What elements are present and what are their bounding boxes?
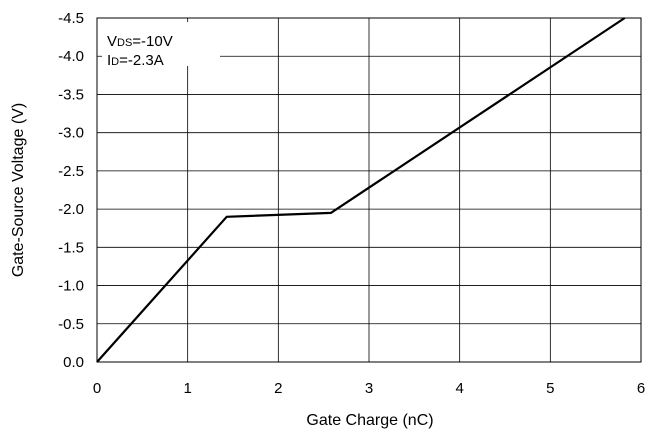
annotation-box: [102, 22, 220, 66]
x-tick-label: 3: [365, 380, 373, 397]
y-tick-label: -3.0: [58, 125, 84, 142]
y-tick-labels: 0.0 -0.5 -1.0 -1.5 -2.0 -2.5 -3.0 -3.5 -4.0 -4.5: [58, 10, 84, 371]
x-tick-label: 5: [546, 380, 554, 397]
y-tick-label: -1.0: [58, 278, 84, 295]
y-tick-label: 0.0: [63, 354, 84, 371]
series-line: [96, 17, 626, 363]
y-tick-label: -2.0: [58, 201, 84, 218]
x-tick-label: 1: [183, 380, 191, 397]
y-tick-label: -1.5: [58, 239, 84, 256]
x-tick-label: 2: [274, 380, 282, 397]
annotation-vds-sub: DS: [117, 37, 132, 49]
y-tick-label: -3.5: [58, 86, 84, 103]
annotation-id-value: =-2.3A: [119, 52, 164, 69]
x-tick-label: 6: [637, 380, 645, 397]
y-tick-label: -4.0: [58, 48, 84, 65]
grid: [97, 18, 641, 362]
x-tick-label: 0: [93, 380, 101, 397]
x-axis-label: Gate Charge (nC): [306, 412, 433, 429]
y-tick-label: -4.5: [58, 10, 84, 27]
x-tick-label: 4: [455, 380, 463, 397]
x-tick-labels: 0 1 2 3 4 5 6: [93, 380, 645, 397]
y-axis-label: Gate-Source Voltage (V): [10, 103, 27, 277]
y-tick-label: -2.5: [58, 163, 84, 180]
annotation-id-main: I: [107, 52, 111, 69]
annotation-vds-main: V: [107, 33, 117, 50]
annotation-vds-value: =-10V: [132, 33, 172, 50]
annotation-id: ID=-2.3A: [107, 52, 164, 69]
plot-frame: [96, 17, 642, 363]
y-tick-label: -0.5: [58, 316, 84, 333]
annotation-vds: VDS=-10V: [107, 33, 173, 50]
annotation-id-sub: D: [111, 56, 119, 68]
